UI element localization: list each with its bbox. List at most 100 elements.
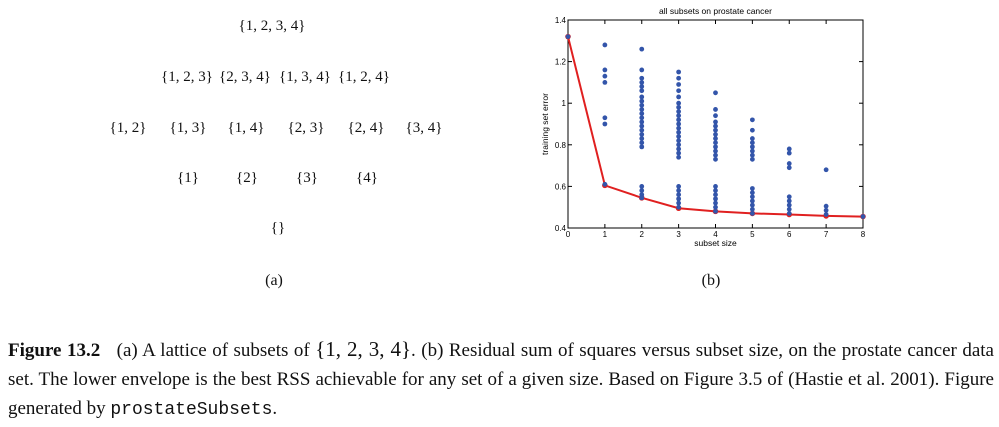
lattice-node: {2, 3} [287, 120, 325, 136]
data-point [602, 80, 608, 85]
data-point [749, 156, 755, 162]
data-point [639, 115, 645, 121]
data-point [639, 127, 645, 133]
data-point [713, 132, 718, 137]
data-point [639, 46, 645, 52]
data-point [676, 146, 682, 152]
data-point [676, 75, 682, 81]
data-point [639, 98, 645, 104]
data-point [713, 148, 718, 154]
data-point [602, 42, 608, 48]
caption-text-continued: . (b) Residual sum of squares versus sub… [8, 340, 994, 419]
panel-b-label: (b) [701, 272, 721, 289]
data-point [713, 156, 718, 162]
caption-math: {1, 2, 3, 4} [315, 337, 412, 361]
data-point [823, 203, 829, 209]
data-point [676, 192, 682, 198]
data-point [676, 88, 682, 94]
data-point [565, 34, 571, 40]
chart-title: all subsets on prostate cancer [659, 6, 772, 16]
y-tick-label: 0.8 [555, 141, 567, 150]
data-point [749, 140, 755, 146]
data-point [639, 94, 645, 100]
x-tick-label: 0 [566, 230, 571, 239]
data-point [786, 161, 792, 166]
data-point [713, 119, 718, 125]
lattice-node: {1, 2} [109, 120, 147, 136]
data-point [639, 67, 645, 73]
caption-text: (a) A lattice of subsets of [116, 340, 310, 361]
data-point [786, 146, 792, 152]
data-point [639, 136, 645, 141]
data-point [639, 102, 645, 108]
data-point [749, 194, 755, 200]
data-point [639, 144, 645, 150]
data-point [676, 94, 682, 100]
data-point [639, 80, 645, 85]
data-point [786, 150, 792, 156]
data-point [823, 167, 829, 173]
x-tick-label: 4 [713, 230, 718, 239]
data-point [639, 123, 645, 129]
y-axis-label: training set error [540, 93, 550, 155]
data-point [602, 73, 608, 79]
data-point [749, 136, 755, 141]
data-point [786, 165, 792, 171]
lattice-node: {3} [296, 170, 318, 186]
lattice-node: {4} [356, 170, 378, 186]
data-point [713, 208, 718, 214]
data-point [639, 132, 645, 137]
data-point [602, 181, 608, 187]
data-point [676, 100, 682, 106]
lattice-node: {2} [236, 170, 258, 186]
lattice-node: {} [270, 220, 286, 236]
subset-error-chart: 0 1 2 3 4 5 6 7 8 0.4 0.6 0.8 1 1.2 1.4 all subsets on … [540, 6, 866, 248]
data-point [639, 184, 645, 189]
data-point [713, 107, 718, 112]
lattice-node: {1, 2, 4} [338, 69, 390, 85]
data-point [823, 207, 829, 213]
data-point [676, 154, 682, 160]
data-point [676, 69, 682, 75]
data-point [786, 198, 792, 204]
lattice-node: {1, 4} [227, 120, 265, 136]
data-point [713, 123, 718, 129]
data-point [713, 204, 718, 210]
panel-a-label: (a) [265, 272, 283, 289]
lattice-node: {3, 4} [405, 120, 443, 136]
x-tick-label: 6 [787, 230, 792, 239]
data-point [713, 200, 718, 206]
y-tick-label: 0.6 [555, 182, 567, 191]
figure-caption: Figure 13.2 (a) A lattice of subsets of … [8, 335, 994, 425]
data-point [749, 202, 755, 208]
data-point [639, 75, 645, 81]
data-point [676, 150, 682, 156]
lattice-node: {1, 2, 3, 4} [238, 18, 306, 34]
data-point [602, 115, 608, 121]
data-point [713, 113, 718, 119]
data-point [713, 184, 718, 189]
data-point [676, 142, 682, 148]
data-point [786, 206, 792, 212]
data-point [713, 127, 718, 133]
data-point [860, 214, 866, 219]
data-point [713, 196, 718, 202]
x-axis-label: subset size [694, 238, 737, 248]
data-point [676, 188, 682, 193]
data-point [749, 148, 755, 154]
data-point [749, 127, 755, 133]
data-point [749, 144, 755, 150]
data-point [676, 109, 682, 114]
data-point [713, 140, 718, 146]
data-point [749, 117, 755, 123]
data-point [602, 67, 608, 73]
y-tick-label: 0.4 [555, 224, 567, 233]
y-tick-label: 1.4 [555, 16, 567, 25]
data-point [639, 140, 645, 146]
data-point [676, 196, 682, 202]
data-point [713, 188, 718, 193]
subset-lattice: {1, 2, 3, 4} {1, 2, 3} {2, 3, 4} {1, 3, … [0, 0, 540, 300]
data-point [676, 200, 682, 206]
data-point [639, 188, 645, 193]
data-point [676, 117, 682, 123]
